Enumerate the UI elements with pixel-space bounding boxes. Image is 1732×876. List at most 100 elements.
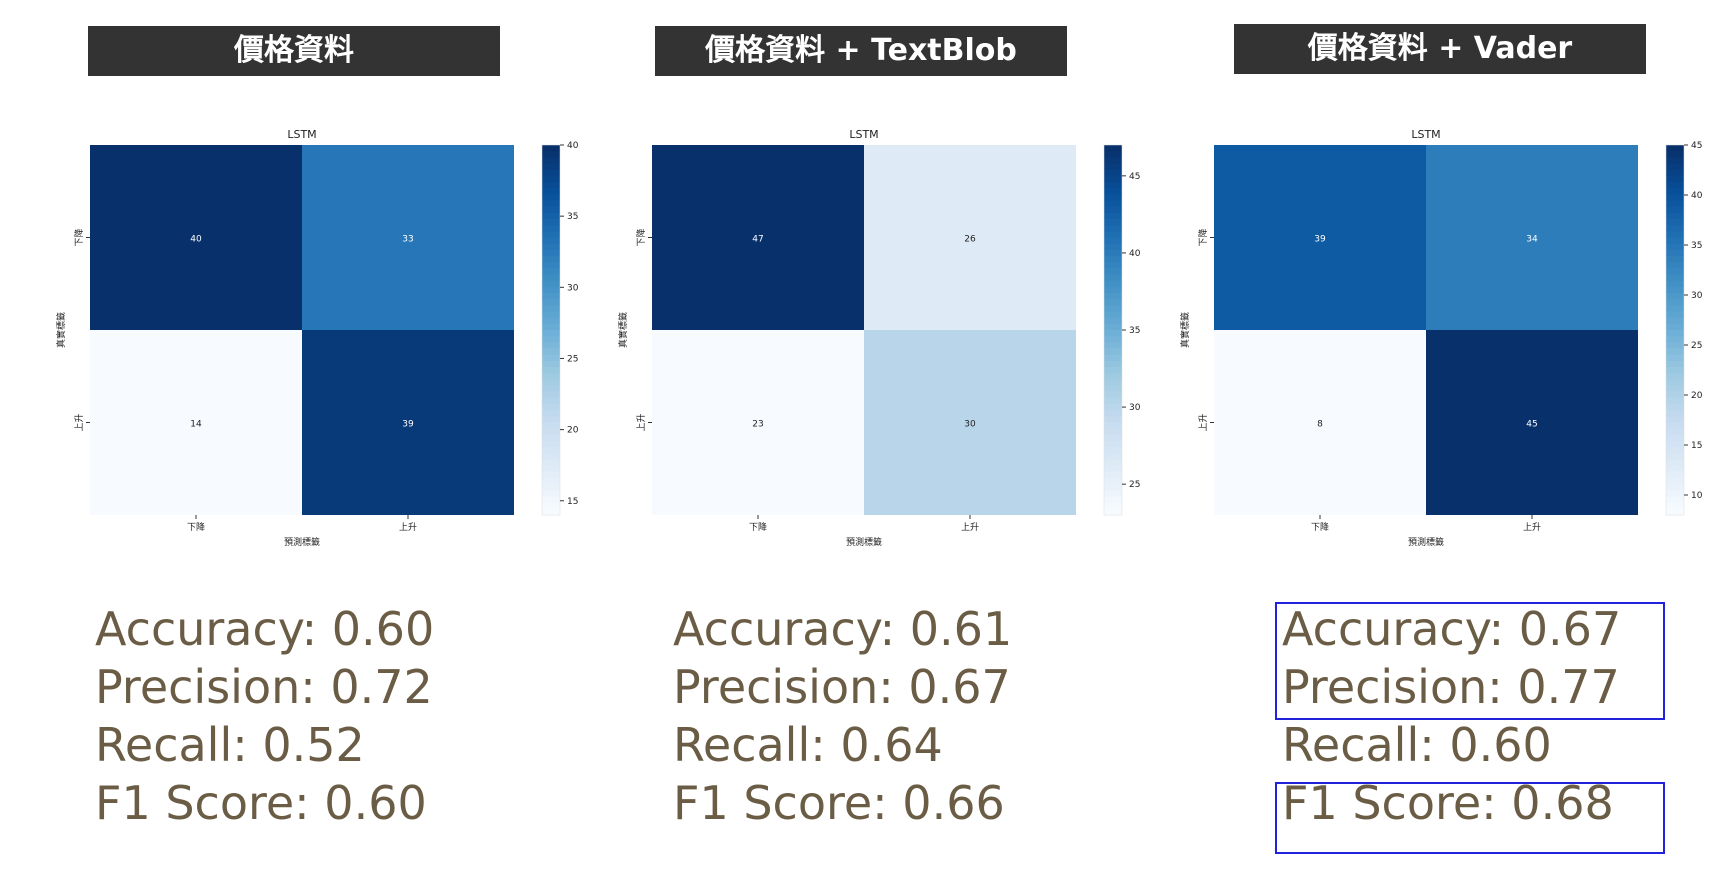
colorbar-segment — [1104, 478, 1122, 485]
colorbar-segment — [542, 447, 560, 454]
colorbar-segment — [1666, 268, 1684, 276]
recall-metric: Recall: 0.60 — [1282, 718, 1552, 772]
precision-metric: Precision: 0.67 — [673, 660, 1011, 714]
colorbar-tick-label: 45 — [1691, 141, 1702, 151]
colorbar-segment — [542, 385, 560, 393]
colorbar-segment — [542, 274, 560, 282]
colorbar-tick-label: 35 — [1691, 241, 1702, 251]
colorbar-segment — [1666, 416, 1684, 424]
colorbar-segment — [1666, 169, 1684, 177]
colorbar-segment — [1666, 441, 1684, 448]
colorbar-segment — [1104, 441, 1122, 448]
colorbar-segment — [1104, 422, 1122, 430]
colorbar-tick-label: 30 — [1129, 403, 1141, 413]
heatmap-cell — [864, 145, 1076, 330]
cell-value-label: 23 — [752, 420, 763, 430]
colorbar-segment — [1666, 212, 1684, 220]
cell-value-label: 34 — [1526, 235, 1538, 245]
colorbar-segment — [1104, 219, 1122, 226]
colorbar-segment — [1104, 410, 1122, 417]
colorbar-segment — [1666, 163, 1684, 171]
cell-value-label: 47 — [752, 235, 763, 245]
colorbar-segment — [1666, 342, 1684, 350]
cell-value-label: 33 — [402, 235, 413, 245]
colorbar-segment — [1666, 385, 1684, 393]
colorbar-segment — [1666, 280, 1684, 288]
x-tick-label: 上升 — [1523, 522, 1541, 533]
colorbar-segment — [1104, 348, 1122, 356]
colorbar-segment — [542, 262, 560, 269]
colorbar-segment — [1104, 274, 1122, 282]
colorbar-segment — [1666, 305, 1684, 313]
colorbar-segment — [542, 379, 560, 387]
colorbar-segment — [542, 200, 560, 208]
colorbar-segment — [542, 249, 560, 257]
colorbar-tick-label: 15 — [1691, 441, 1702, 451]
colorbar-segment — [1666, 471, 1684, 479]
colorbar-segment — [542, 231, 560, 239]
colorbar-segment — [1104, 175, 1122, 183]
x-tick-label: 下降 — [749, 521, 767, 533]
colorbar-segment — [542, 157, 560, 165]
colorbar-segment — [1104, 373, 1122, 380]
heatmap-cell — [302, 145, 514, 330]
y-tick-label: 上升 — [636, 413, 647, 431]
colorbar-segment — [1104, 243, 1122, 251]
colorbar-segment — [1666, 219, 1684, 226]
colorbar-segment — [1104, 268, 1122, 276]
colorbar-segment — [1666, 182, 1684, 189]
colorbar-tick-label: 25 — [567, 354, 578, 364]
heatmap-cell — [1214, 330, 1426, 515]
colorbar-segment — [1104, 206, 1122, 214]
metrics-list: Accuracy: 0.61 Precision: 0.67 Recall: 0… — [673, 600, 1153, 832]
cell-value-label: 14 — [190, 420, 202, 430]
colorbar-segment — [542, 311, 560, 319]
colorbar-segment — [542, 348, 560, 356]
colorbar-segment — [1104, 416, 1122, 424]
colorbar-tick-label: 10 — [1691, 491, 1703, 501]
colorbar-tick-label: 30 — [1691, 291, 1703, 301]
colorbar-segment — [542, 336, 560, 343]
precision-metric: Precision: 0.72 — [95, 660, 433, 714]
colorbar-segment — [1666, 453, 1684, 461]
recall-metric: Recall: 0.52 — [95, 718, 365, 772]
colorbar-segment — [542, 342, 560, 350]
colorbar-segment — [542, 237, 560, 245]
colorbar-segment — [1666, 360, 1684, 368]
colorbar-segment — [542, 330, 560, 337]
colorbar-segment — [1104, 237, 1122, 245]
colorbar-segment — [1666, 175, 1684, 183]
x-tick-label: 上升 — [961, 522, 979, 533]
colorbar-segment — [1104, 496, 1122, 504]
colorbar-segment — [1666, 422, 1684, 430]
colorbar-segment — [542, 163, 560, 171]
colorbar-segment — [1666, 478, 1684, 485]
colorbar-segment — [542, 169, 560, 177]
colorbar-segment — [542, 188, 560, 195]
y-tick-label: 下降 — [635, 228, 647, 246]
recall-metric: Recall: 0.64 — [673, 718, 943, 772]
colorbar-segment — [1666, 391, 1684, 399]
colorbar-tick-label: 40 — [567, 141, 579, 151]
x-tick-label: 下降 — [187, 521, 205, 533]
colorbar-segment — [1104, 391, 1122, 399]
colorbar-segment — [1104, 397, 1122, 405]
colorbar-segment — [1104, 200, 1122, 208]
colorbar-segment — [1104, 490, 1122, 498]
colorbar-segment — [1666, 194, 1684, 202]
colorbar-tick-label: 20 — [1691, 391, 1703, 401]
f1-score-metric: F1 Score: 0.60 — [95, 776, 427, 830]
cell-value-label: 30 — [964, 420, 976, 430]
colorbar-tick-label: 20 — [567, 426, 579, 436]
colorbar-segment — [1666, 243, 1684, 251]
colorbar-segment — [1666, 330, 1684, 337]
colorbar-segment — [542, 225, 560, 232]
colorbar-tick-label: 35 — [1129, 326, 1140, 336]
colorbar-segment — [542, 422, 560, 430]
colorbar-segment — [1666, 157, 1684, 165]
colorbar-segment — [542, 404, 560, 411]
colorbar-segment — [1104, 256, 1122, 263]
colorbar-segment — [542, 373, 560, 380]
